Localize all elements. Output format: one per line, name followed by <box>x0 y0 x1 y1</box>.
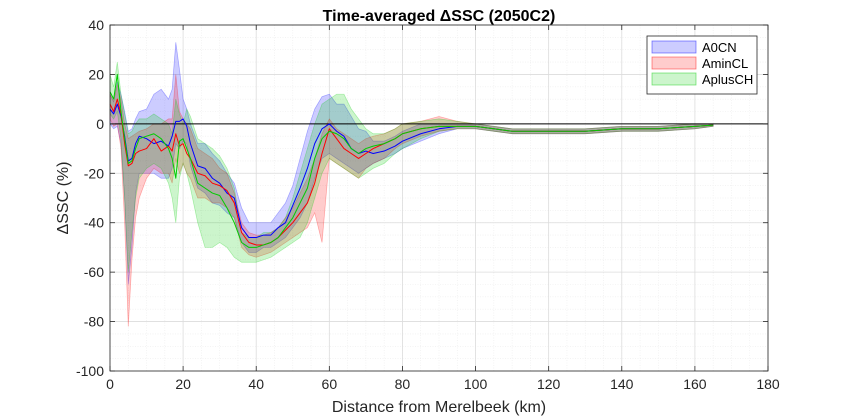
legend-swatch-1 <box>651 56 697 70</box>
y-tick-label: -20 <box>84 165 104 181</box>
y-tick-label: 20 <box>88 66 104 82</box>
x-tick-label: 120 <box>537 376 561 392</box>
y-tick-label: -80 <box>84 314 104 330</box>
legend-box <box>646 35 758 95</box>
legend-label-2: AplusCH <box>702 72 753 87</box>
series-band-1 <box>109 74 714 327</box>
x-tick-label: 80 <box>395 376 411 392</box>
legend-label-0: A0CN <box>702 40 737 55</box>
series-band-2 <box>109 62 714 273</box>
chart-title: Time-averaged ΔSSC (2050C2) <box>323 8 556 25</box>
x-axis-title: Distance from Merelbeek (km) <box>332 399 546 416</box>
x-tick-label: 180 <box>756 376 780 392</box>
y-tick-label: 0 <box>96 116 104 132</box>
x-tick-label: 0 <box>106 376 114 392</box>
x-tick-label: 20 <box>175 376 191 392</box>
legend-swatch-2 <box>651 72 697 86</box>
plot-border <box>109 24 769 372</box>
x-tick-label: 160 <box>683 376 707 392</box>
y-tick-label: -40 <box>84 215 104 231</box>
legend-label-1: AminCL <box>702 56 748 71</box>
y-tick-label: 40 <box>88 17 104 33</box>
series-band-0 <box>109 42 714 285</box>
y-tick-label: -100 <box>76 363 104 379</box>
x-tick-label: 140 <box>610 376 634 392</box>
y-axis-title: ΔSSC (%) <box>55 162 72 235</box>
y-tick-label: -60 <box>84 264 104 280</box>
x-tick-label: 40 <box>248 376 264 392</box>
x-axis: 0 20 40 60 80 100 120 140 160 180 <box>106 25 780 392</box>
x-tick-label: 60 <box>322 376 338 392</box>
series-line-2 <box>109 73 714 248</box>
x-tick-label: 100 <box>464 376 488 392</box>
legend-swatch-0 <box>651 40 697 54</box>
y-axis: -100 -80 -60 -40 -20 0 20 40 <box>76 17 768 379</box>
